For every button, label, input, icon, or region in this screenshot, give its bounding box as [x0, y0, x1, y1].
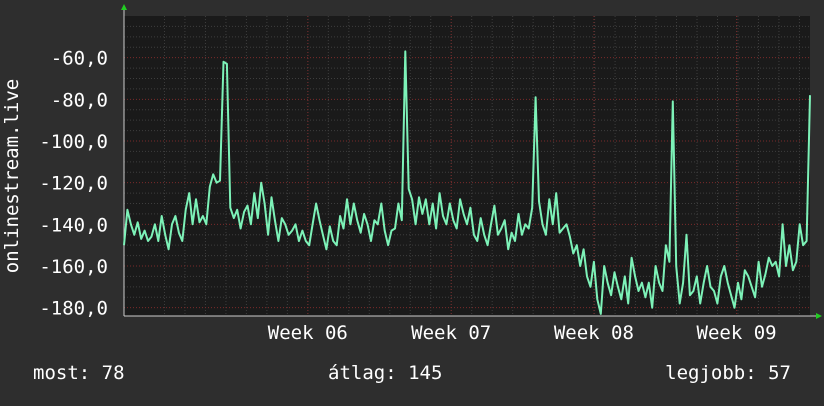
- y-axis-arrow: [121, 4, 127, 10]
- stats-footer: most: 78 átlag: 145 legjobb: 57: [0, 362, 824, 392]
- y-tick-label: -80,0: [51, 89, 108, 111]
- y-axis-label: onlinestream.live: [1, 79, 23, 273]
- y-tick-label: -180,0: [39, 298, 108, 320]
- y-tick-label: -100,0: [39, 131, 108, 153]
- y-tick-label: -160,0: [39, 256, 108, 278]
- x-tick-label: Week 07: [411, 322, 491, 344]
- y-tick-label: -60,0: [51, 48, 108, 70]
- x-tick-label: Week 08: [554, 322, 634, 344]
- stat-current: most: 78: [33, 362, 125, 384]
- series-line: [123, 50, 811, 315]
- y-tick-label: -120,0: [39, 173, 108, 195]
- x-axis-arrow: [816, 313, 822, 319]
- stat-average: átlag: 145: [328, 362, 443, 384]
- stat-best: legjobb: 57: [665, 362, 791, 384]
- x-tick-label: Week 06: [268, 322, 348, 344]
- x-tick-label: Week 09: [697, 322, 777, 344]
- y-tick-label: -140,0: [39, 214, 108, 236]
